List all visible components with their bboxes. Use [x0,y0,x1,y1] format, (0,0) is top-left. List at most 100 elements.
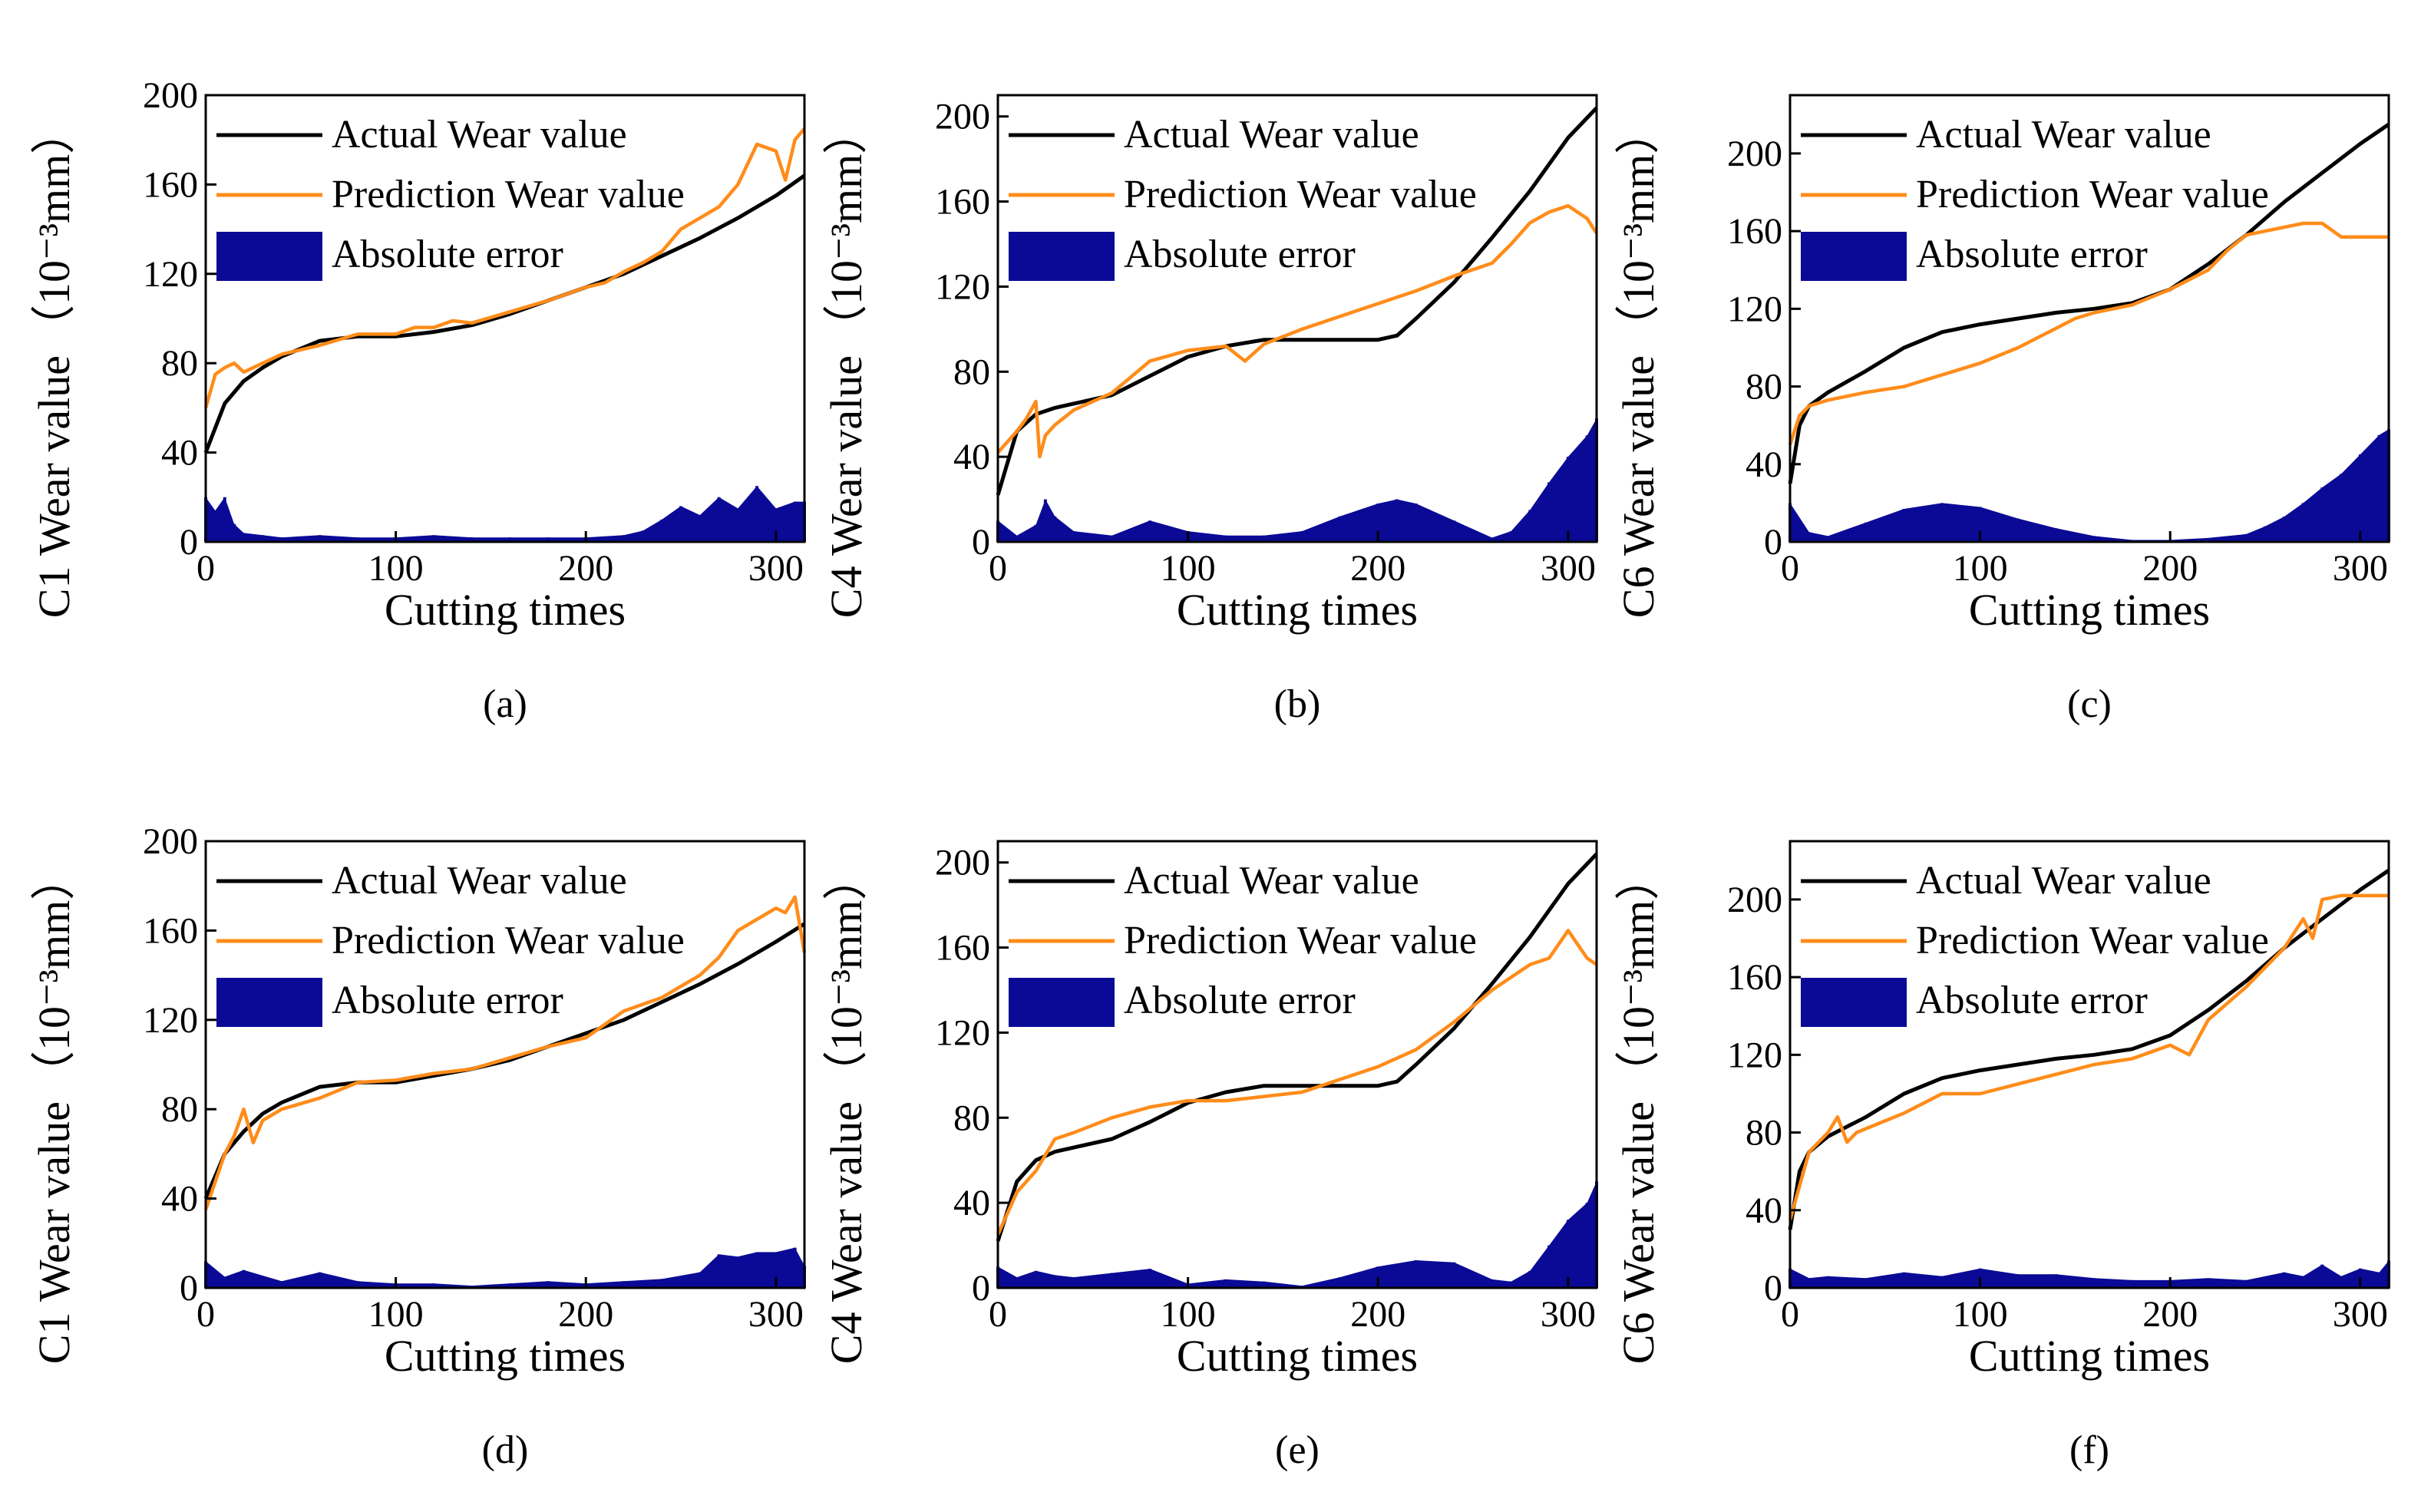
panel-caption: (e) [1275,1428,1319,1472]
predicted-wear-line [203,127,806,409]
predicted-wear-line [203,895,807,1210]
plot-frame [996,94,1598,543]
actual-wear-line [203,173,806,454]
legend-error-swatch [1801,232,1907,281]
x-tick-label: 100 [368,1294,424,1335]
y-axis-title-unit: （10⁻³mm） [821,110,871,349]
y-tick-label: 160 [1727,957,1782,998]
y-axis-title-unit: （10⁻³mm） [1613,856,1663,1095]
panel-caption: (c) [2067,682,2112,726]
y-tick-label: 80 [953,1098,990,1138]
y-tick-label: 200 [143,75,198,116]
absolute-error-area [206,486,804,542]
legend-predicted-label: Prediction Wear value [1916,173,2269,216]
x-tick-label: 200 [1350,548,1405,589]
legend-error-label: Absolute error [1916,233,2148,276]
legend-predicted-label: Prediction Wear value [1916,919,2269,962]
y-tick-label: 120 [935,1012,990,1053]
y-tick-label: 40 [161,433,198,474]
y-tick-label: 160 [935,182,990,223]
x-axis-title: Cutting times [385,585,626,635]
x-tick-label: 0 [989,1294,1007,1335]
x-tick-label: 300 [2333,1294,2388,1335]
x-tick-label: 200 [558,1294,613,1335]
legend-actual-label: Actual Wear value [1124,859,1419,903]
y-axis-title: C4 Wear value （10⁻³mm） [821,110,871,618]
x-tick-label: 200 [558,548,613,589]
y-tick-label: 160 [1727,211,1782,252]
y-tick-label: 0 [180,1268,198,1309]
legend-error-label: Absolute error [1916,979,2148,1022]
y-tick-label: 40 [161,1179,198,1220]
x-axis-title: Cutting times [1969,585,2210,635]
legend-error-label: Absolute error [1124,979,1356,1022]
y-tick-label: 120 [1727,1035,1782,1075]
panel-caption: (d) [482,1428,529,1472]
x-tick-label: 0 [197,1294,215,1335]
x-tick-label: 300 [1541,548,1596,589]
y-tick-label: 80 [953,352,990,392]
legend-actual-label: Actual Wear value [1916,859,2211,903]
legend-predicted-label: Prediction Wear value [1124,173,1477,216]
panel-caption: (f) [2069,1428,2109,1472]
y-tick-label: 0 [180,522,198,563]
actual-wear-line [996,106,1598,496]
predicted-wear-line [996,929,1598,1236]
x-tick-label: 100 [1161,548,1216,589]
x-tick-label: 200 [2142,548,2198,589]
legend-actual-label: Actual Wear value [1916,113,2211,157]
actual-wear-line [203,922,806,1200]
y-axis-title: C6 Wear value （10⁻³mm） [1613,856,1663,1364]
x-tick-label: 0 [1781,1294,1799,1335]
y-axis-title-unit: （10⁻³mm） [821,856,871,1095]
y-tick-label: 0 [1764,522,1782,563]
y-tick-label: 80 [161,1089,198,1130]
legend-error-swatch [1801,978,1907,1027]
y-tick-label: 0 [972,1268,990,1309]
y-tick-label: 40 [1746,444,1782,485]
x-axis-title: Cutting times [1177,585,1418,635]
y-axis-title-text: C1 Wear value [29,355,79,618]
x-tick-label: 200 [2142,1294,2198,1335]
plot-frame [1789,94,2390,543]
y-tick-label: 120 [143,1000,198,1041]
plot-frame [204,94,806,543]
legend-error-swatch [1009,978,1115,1027]
absolute-error-area [1790,1260,2389,1288]
y-tick-label: 120 [935,266,990,307]
legend-error-swatch [216,232,322,281]
y-tick-label: 40 [953,437,990,477]
x-tick-label: 100 [368,548,424,589]
y-tick-label: 40 [1746,1190,1782,1231]
y-tick-label: 0 [972,522,990,563]
y-tick-label: 200 [1727,134,1782,174]
absolute-error-area [998,1181,1597,1288]
y-tick-label: 200 [143,821,198,862]
y-axis-title-unit: （10⁻³mm） [29,110,79,349]
legend-predicted-label: Prediction Wear value [332,919,685,962]
x-tick-label: 300 [1541,1294,1596,1335]
absolute-error-area [206,1247,804,1288]
legend-actual-label: Actual Wear value [1124,113,1419,157]
panel-caption: (a) [483,682,527,726]
y-tick-label: 80 [161,343,198,384]
y-axis-title-unit: （10⁻³mm） [1613,110,1663,349]
y-tick-label: 160 [935,928,990,969]
legend-error-label: Absolute error [332,233,563,276]
x-axis-title: Cutting times [1177,1331,1418,1381]
y-axis-title: C1 Wear value （10⁻³mm） [29,856,79,1364]
y-axis-title-text: C6 Wear value [1613,1101,1663,1364]
y-axis-title-text: C4 Wear value [821,1101,871,1364]
y-tick-label: 80 [1746,1113,1782,1154]
plot-frame [1789,840,2390,1289]
y-tick-label: 120 [143,254,198,295]
y-tick-label: 120 [1727,289,1782,329]
y-axis-title-text: C1 Wear value [29,1101,79,1364]
legend-error-label: Absolute error [1124,233,1356,276]
legend-predicted-label: Prediction Wear value [1124,919,1477,962]
x-axis-title: Cutting times [385,1331,626,1381]
